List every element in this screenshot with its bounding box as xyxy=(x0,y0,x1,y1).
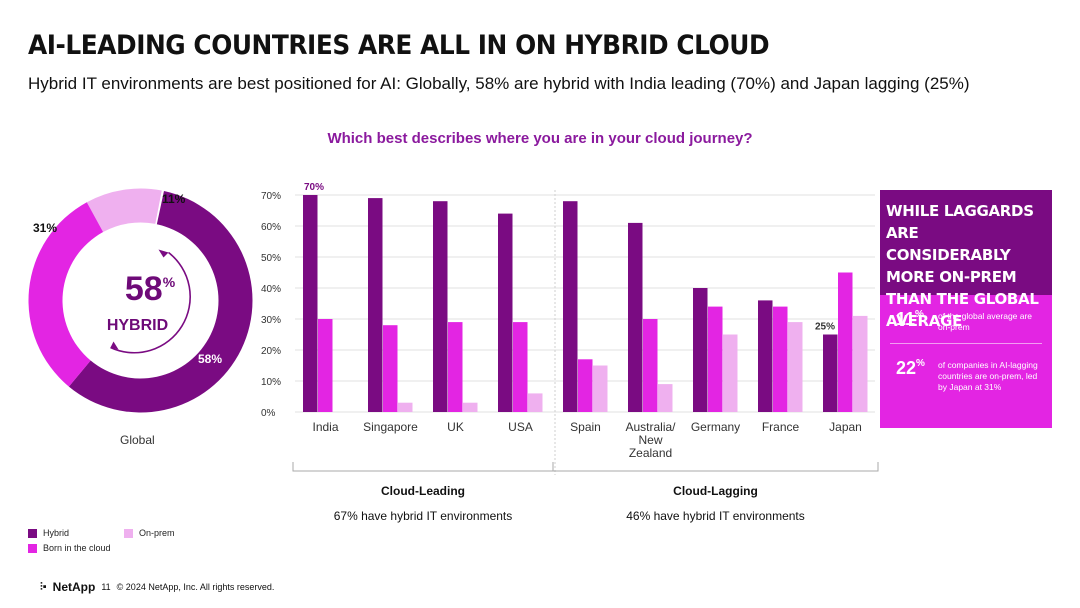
donut-segment-born xyxy=(28,202,104,387)
bar-hybrid xyxy=(693,288,708,412)
bar-data-label: 25% xyxy=(815,322,835,333)
bar-born-in-the-cloud xyxy=(838,272,853,412)
y-tick-label: 40% xyxy=(261,284,281,295)
bar-on-prem xyxy=(593,365,608,412)
donut-segment-hybrid xyxy=(68,190,253,413)
circular-arrow-icon xyxy=(110,251,191,354)
callout-stat-value: 22% xyxy=(896,358,925,378)
bar-data-label: 70% xyxy=(304,182,324,193)
slide-footer: ⫶▪ NetApp 11 © 2024 NetApp, Inc. All rig… xyxy=(40,580,274,594)
x-category-label: Germany xyxy=(691,420,740,434)
x-category-label: Australia/ xyxy=(625,420,676,434)
bar-born-in-the-cloud xyxy=(578,359,593,412)
y-tick-label: 30% xyxy=(261,315,281,326)
x-category-label: Singapore xyxy=(363,420,418,434)
footer-page-number: 11 xyxy=(101,582,111,592)
bar-born-in-the-cloud xyxy=(318,319,333,412)
group-label: Cloud-Lagging xyxy=(673,484,758,498)
group-label: Cloud-Leading xyxy=(381,484,465,498)
bar-born-in-the-cloud xyxy=(773,306,788,412)
callout-stat-text: of companies in AI-lagging countries are… xyxy=(938,360,1038,392)
bar-hybrid xyxy=(628,222,643,412)
bar-hybrid xyxy=(563,201,578,412)
y-tick-label: 20% xyxy=(261,346,281,357)
legend-item-hybrid: Hybrid xyxy=(28,528,69,538)
y-tick-label: 50% xyxy=(261,253,281,264)
x-category-label: USA xyxy=(508,420,533,434)
donut-center-label: HYBRID xyxy=(106,317,169,334)
y-tick-label: 70% xyxy=(261,191,281,202)
bar-born-in-the-cloud xyxy=(708,306,723,412)
y-tick-label: 0% xyxy=(261,408,276,419)
x-category-label: UK xyxy=(447,420,464,434)
page-title: AI-LEADING COUNTRIES ARE ALL IN ON HYBRI… xyxy=(28,30,770,61)
global-donut-chart xyxy=(28,188,253,413)
callout-body: 11% of the global average are on-prem 22… xyxy=(880,295,1052,428)
bar-hybrid xyxy=(368,198,383,412)
bar-born-in-the-cloud xyxy=(513,322,528,412)
country-bar-chart: 0% 10% 20% 30% 40% 50% 60% 70% India Singapore UK U… xyxy=(261,182,879,523)
footer-copyright: © 2024 NetApp, Inc. All rights reserved. xyxy=(116,582,275,592)
bar-hybrid xyxy=(758,300,773,412)
callout-stat-value: 11% xyxy=(896,309,924,329)
legend-swatch xyxy=(28,528,37,538)
arrow-head-icon xyxy=(158,249,169,258)
callout-stat: 22% of companies in AI-lagging countries… xyxy=(890,343,1042,403)
donut-label-born: 31% xyxy=(33,221,58,235)
y-tick-label: 10% xyxy=(261,377,281,388)
legend-swatch xyxy=(28,543,37,553)
donut-caption: Global xyxy=(120,433,155,447)
group-note: 46% have hybrid IT environments xyxy=(626,509,805,523)
bar-born-in-the-cloud xyxy=(643,319,658,412)
page-subtitle: Hybrid IT environments are best position… xyxy=(28,74,970,93)
callout-heading: WHILE LAGGARDS ARE CONSIDERABLY MORE ON-… xyxy=(880,190,1052,330)
legend-label: Hybrid xyxy=(43,528,70,538)
laggards-callout: WHILE LAGGARDS ARE CONSIDERABLY MORE ON-… xyxy=(880,190,1052,428)
x-category-label: New xyxy=(638,433,662,447)
bar-hybrid xyxy=(498,213,513,412)
footer-logo: NetApp xyxy=(52,580,96,594)
y-tick-label: 60% xyxy=(261,222,281,233)
bar-born-in-the-cloud xyxy=(448,322,463,412)
donut-segment-onprem xyxy=(86,188,162,233)
x-category-label: France xyxy=(762,420,800,434)
donut-label-hybrid: 58% xyxy=(198,352,223,366)
group-bracket xyxy=(552,462,879,472)
bar-hybrid xyxy=(823,334,838,412)
arrow-head-icon xyxy=(110,341,119,350)
donut-label-onprem: 11% xyxy=(162,192,186,206)
donut-center-value: 58% xyxy=(124,270,176,308)
legend-swatch xyxy=(124,528,133,538)
legend-label: On-prem xyxy=(139,528,175,538)
bar-born-in-the-cloud xyxy=(383,325,398,412)
legend-item-born: Born in the cloud xyxy=(28,543,111,553)
callout-stat-text: of the global average are on-prem xyxy=(938,311,1033,332)
netapp-logo-icon: ⫶▪ xyxy=(40,580,47,593)
group-note: 67% have hybrid IT environments xyxy=(334,509,513,523)
group-bracket xyxy=(292,462,554,472)
bar-on-prem xyxy=(788,322,803,412)
bar-on-prem xyxy=(723,334,738,412)
x-category-label: Spain xyxy=(570,420,601,434)
legend-label: Born in the cloud xyxy=(43,543,111,553)
survey-question: Which best describes where you are in yo… xyxy=(327,130,753,147)
bar-on-prem xyxy=(658,384,673,412)
callout-stat: 11% of the global average are on-prem xyxy=(890,295,1042,343)
bar-on-prem xyxy=(398,402,413,412)
x-category-label: India xyxy=(312,420,338,434)
legend-item-onprem: On-prem xyxy=(124,528,175,538)
x-category-label: Zealand xyxy=(629,446,672,460)
bar-hybrid xyxy=(433,201,448,412)
bar-on-prem xyxy=(528,393,543,412)
bar-on-prem xyxy=(853,315,868,412)
bar-on-prem xyxy=(463,402,478,412)
x-category-label: Japan xyxy=(829,420,862,434)
bar-hybrid xyxy=(303,195,318,412)
